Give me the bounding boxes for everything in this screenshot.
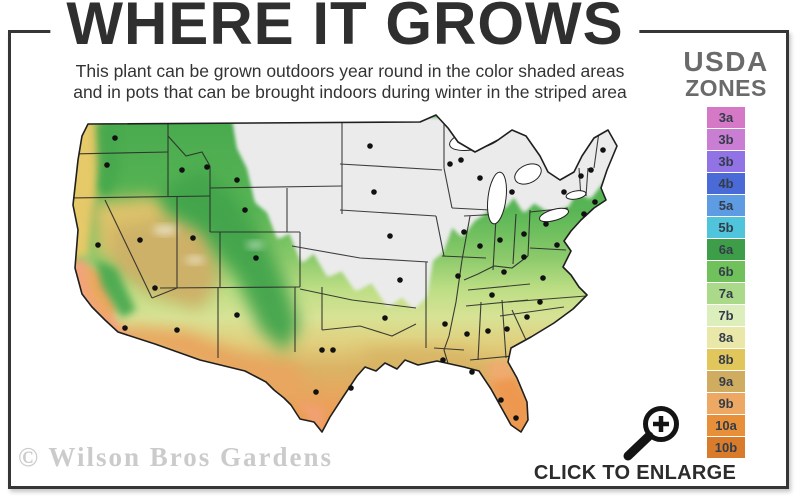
usda-zones-legend: USDA ZONES 3a 3b 3b 4b 5a 5b 6a 6b 7a 7b 8a 8b 9a 9b 1… bbox=[660, 47, 792, 459]
zone-chip-6a: 6a bbox=[707, 239, 745, 260]
copyright-watermark: © Wilson Bros Gardens bbox=[18, 442, 333, 472]
city-dot bbox=[387, 233, 393, 239]
city-dot bbox=[498, 397, 504, 403]
city-dot bbox=[348, 385, 354, 391]
city-dot bbox=[497, 237, 503, 243]
zone-chip-9a: 9a bbox=[707, 371, 745, 392]
city-dot bbox=[543, 221, 549, 227]
city-dot bbox=[253, 255, 259, 261]
south-florida-region bbox=[490, 378, 528, 432]
mountain-speckle bbox=[153, 225, 177, 235]
city-dot bbox=[469, 369, 475, 375]
city-dot bbox=[367, 143, 373, 149]
city-dot bbox=[540, 275, 546, 281]
subtitle-line1: This plant can be grown outdoors year ro… bbox=[75, 61, 625, 81]
zone-chip-3b: 3b bbox=[707, 151, 745, 172]
city-dot bbox=[485, 328, 491, 334]
zone-chip-10b: 10b bbox=[707, 437, 745, 458]
california-coast-region bbox=[73, 260, 160, 350]
city-dot bbox=[521, 231, 527, 237]
city-dot bbox=[234, 177, 240, 183]
city-dot bbox=[397, 277, 403, 283]
subtitle-line2: and in pots that can be brought indoors … bbox=[73, 82, 627, 102]
us-hardiness-zone-map[interactable] bbox=[60, 110, 660, 460]
zone-chip-8a: 8a bbox=[707, 327, 745, 348]
city-dot bbox=[234, 312, 240, 318]
zone-chip-6b: 6b bbox=[707, 261, 745, 282]
city-dot bbox=[313, 389, 319, 395]
city-dot bbox=[190, 235, 196, 241]
city-dot bbox=[382, 315, 388, 321]
city-dot bbox=[447, 161, 453, 167]
city-dot bbox=[581, 211, 587, 217]
city-dot bbox=[592, 199, 598, 205]
city-dot bbox=[122, 325, 128, 331]
city-dot bbox=[440, 357, 446, 363]
zone-chip-list: 3a 3b 3b 4b 5a 5b 6a 6b 7a 7b 8a 8b 9a 9b 10a 10b bbox=[660, 107, 792, 458]
city-dot bbox=[319, 347, 325, 353]
city-dot bbox=[509, 189, 515, 195]
city-dots bbox=[95, 135, 606, 421]
mountain-speckle bbox=[246, 241, 264, 249]
legend-title-usda: USDA bbox=[683, 46, 769, 77]
sierra-green-region bbox=[96, 260, 136, 318]
city-dot bbox=[561, 189, 567, 195]
zone-chip-5a: 5a bbox=[707, 195, 745, 216]
zone-chip-3a: 3a bbox=[707, 107, 745, 128]
rockies-green-region bbox=[160, 168, 300, 352]
city-dot bbox=[179, 167, 185, 173]
state-borders bbox=[73, 118, 600, 371]
city-dot bbox=[137, 237, 143, 243]
city-dot bbox=[242, 207, 248, 213]
city-dot bbox=[112, 135, 118, 141]
city-dot bbox=[104, 162, 110, 168]
mountain-speckle bbox=[185, 256, 205, 264]
click-to-enlarge-button[interactable]: CLICK TO ENLARGE bbox=[533, 398, 737, 490]
city-dot bbox=[461, 229, 467, 235]
city-dot bbox=[174, 327, 180, 333]
legend-title-zones: ZONES bbox=[685, 75, 767, 101]
magnifier-zoom-in-icon[interactable] bbox=[611, 398, 701, 462]
page-title: WHERE IT GROWS bbox=[50, 0, 640, 55]
city-dot bbox=[554, 242, 560, 248]
city-dot bbox=[458, 157, 464, 163]
city-dot bbox=[513, 415, 519, 421]
city-dot bbox=[521, 254, 527, 260]
city-dot bbox=[204, 164, 210, 170]
city-dot bbox=[524, 314, 530, 320]
city-dot bbox=[489, 292, 495, 298]
zone-chip-7b: 7b bbox=[707, 305, 745, 326]
city-dot bbox=[455, 273, 461, 279]
city-dot bbox=[371, 189, 377, 195]
click-to-enlarge-label: CLICK TO ENLARGE bbox=[533, 462, 737, 484]
zone-chip-3b: 3b bbox=[707, 129, 745, 150]
city-dot bbox=[501, 269, 507, 275]
zone-chip-5b: 5b bbox=[707, 217, 745, 238]
central-valley-region bbox=[86, 266, 118, 318]
zone-chip-7a: 7a bbox=[707, 283, 745, 304]
city-dot bbox=[588, 167, 594, 173]
city-dot bbox=[477, 243, 483, 249]
city-dot bbox=[477, 175, 483, 181]
city-dot bbox=[95, 242, 101, 248]
city-dot bbox=[600, 147, 606, 153]
city-dot bbox=[442, 321, 448, 327]
city-dot bbox=[578, 173, 584, 179]
city-dot bbox=[537, 299, 543, 305]
city-dot bbox=[504, 326, 510, 332]
city-dot bbox=[330, 347, 336, 353]
subtitle: This plant can be grown outdoors year ro… bbox=[55, 61, 645, 103]
zone-chip-10a: 10a bbox=[707, 415, 745, 436]
city-dot bbox=[152, 285, 158, 291]
zone-chip-8b: 8b bbox=[707, 349, 745, 370]
city-dot bbox=[464, 331, 470, 337]
zone-chip-9b: 9b bbox=[707, 393, 745, 414]
zone-chip-4b: 4b bbox=[707, 173, 745, 194]
